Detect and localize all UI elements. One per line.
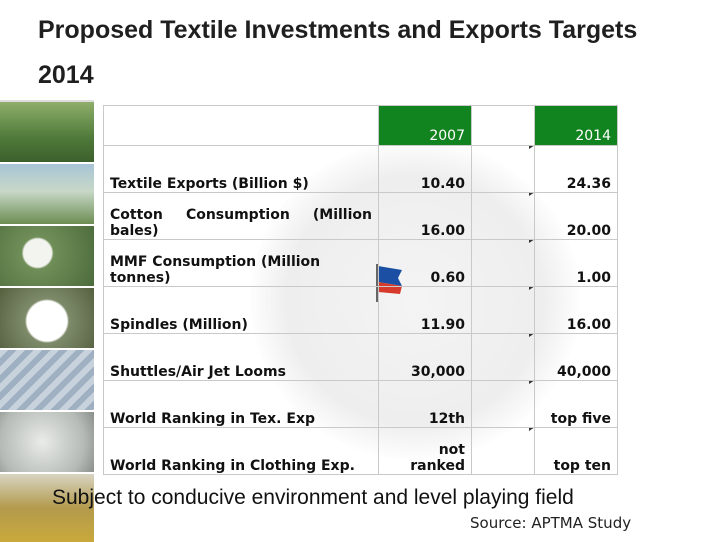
arrow-cell: [471, 427, 535, 475]
header-year-2014: 2014: [534, 105, 618, 146]
table-row: Shuttles/Air Jet Looms 30,000 40,000: [103, 333, 618, 381]
row-label: Textile Exports (Billion $): [103, 145, 379, 193]
slide-title: Proposed Textile Investments and Exports…: [38, 16, 638, 89]
row-label: Cotton Consumption (Million bales): [103, 192, 379, 240]
arrow-right-icon: [529, 287, 534, 290]
row-label-line2: bales): [110, 223, 159, 239]
row-label-line1: Cotton Consumption (Million: [110, 207, 372, 223]
cotton-plant-photo: [0, 226, 94, 286]
yarn-photo: [0, 350, 94, 410]
table-row: Textile Exports (Billion $) 10.40 24.36: [103, 145, 618, 193]
table-row: World Ranking in Tex. Exp 12th top five: [103, 380, 618, 428]
value-2014: 20.00: [534, 192, 618, 240]
arrow-cell: [471, 145, 535, 193]
value-2014: 24.36: [534, 145, 618, 193]
value-2014: 16.00: [534, 286, 618, 334]
crop-duster-photo: [0, 164, 94, 224]
arrow-cell: [471, 286, 535, 334]
row-label: MMF Consumption (Million tonnes): [103, 239, 379, 287]
arrow-right-icon: [529, 240, 534, 243]
table-row: MMF Consumption (Million tonnes) 0.60 1.…: [103, 239, 618, 287]
cotton-bale-photo: [0, 412, 94, 472]
value-2007: 0.60: [378, 239, 472, 287]
targets-table: 2007 2014 Textile Exports (Billion $) 10…: [103, 105, 618, 475]
value-2007: 30,000: [378, 333, 472, 381]
arrow-cell: [471, 333, 535, 381]
value-2007: not ranked: [378, 427, 472, 475]
arrow-right-icon: [529, 146, 534, 149]
value-2014: 1.00: [534, 239, 618, 287]
row-label: Shuttles/Air Jet Looms: [103, 333, 379, 381]
header-arrow-cell: [471, 105, 535, 146]
arrow-cell: [471, 239, 535, 287]
value-2007: 12th: [378, 380, 472, 428]
arrow-right-icon: [529, 381, 534, 384]
gold-bar-photo: [0, 474, 94, 542]
value-2014: top ten: [534, 427, 618, 475]
value-2007: 11.90: [378, 286, 472, 334]
arrow-right-icon: [529, 193, 534, 196]
value-2007: 10.40: [378, 145, 472, 193]
arrow-cell: [471, 192, 535, 240]
cotton-field-photo: [0, 102, 94, 162]
row-label: Spindles (Million): [103, 286, 379, 334]
arrow-right-icon: [529, 428, 534, 431]
photo-strip: [0, 100, 94, 542]
table-header-row: 2007 2014: [103, 105, 618, 146]
arrow-right-icon: [529, 334, 534, 337]
value-2007: 16.00: [378, 192, 472, 240]
source-note: Source: APTMA Study: [470, 514, 632, 532]
table-row: World Ranking in Clothing Exp. not ranke…: [103, 427, 618, 475]
table-row: Cotton Consumption (Million bales) 16.00…: [103, 192, 618, 240]
value-2014: 40,000: [534, 333, 618, 381]
slide-caption: Subject to conducive environment and lev…: [52, 486, 574, 509]
arrow-cell: [471, 380, 535, 428]
header-blank-cell: [103, 105, 379, 146]
cotton-boll-photo: [0, 288, 94, 348]
header-year-2007: 2007: [378, 105, 472, 146]
label-word: Consumption: [185, 207, 290, 223]
label-word: (Million: [312, 207, 372, 223]
row-label: World Ranking in Tex. Exp: [103, 380, 379, 428]
label-word: Cotton: [110, 207, 163, 223]
value-2014: top five: [534, 380, 618, 428]
table-row: Spindles (Million) 11.90 16.00: [103, 286, 618, 334]
row-label: World Ranking in Clothing Exp.: [103, 427, 379, 475]
